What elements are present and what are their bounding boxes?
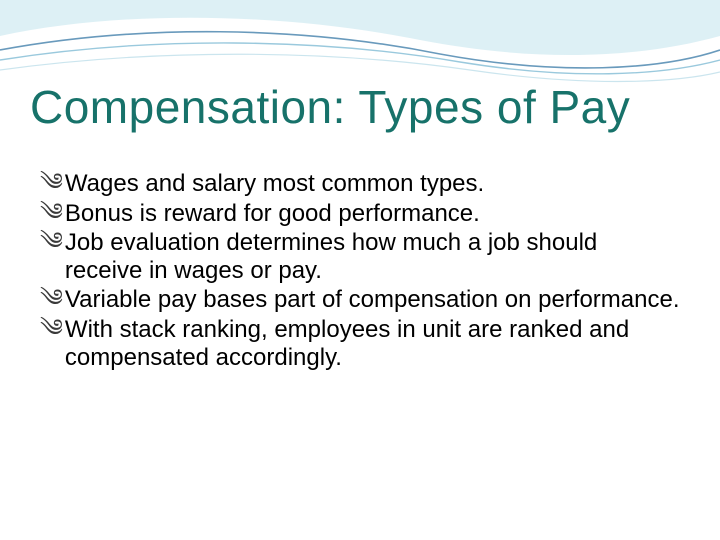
wave-svg [0,0,720,90]
bullet-icon: ༄ [40,200,63,228]
bullet-icon: ༄ [40,229,63,257]
bullet-icon: ༄ [40,316,63,344]
list-item-text: Variable pay bases part of compensation … [65,286,680,314]
decorative-wave [0,0,720,90]
list-item-text: Bonus is reward for good performance. [65,200,680,228]
list-item: ༄ Bonus is reward for good performance. [40,200,680,228]
list-item-text: With stack ranking, employees in unit ar… [65,316,680,371]
bullet-list: ༄ Wages and salary most common types. ༄ … [40,170,680,373]
list-item-text: Job evaluation determines how much a job… [65,229,680,284]
list-item: ༄ Variable pay bases part of compensatio… [40,286,680,314]
slide-title: Compensation: Types of Pay [30,80,690,134]
list-item-text: Wages and salary most common types. [65,170,680,198]
list-item: ༄ Job evaluation determines how much a j… [40,229,680,284]
bullet-icon: ༄ [40,286,63,314]
list-item: ༄ Wages and salary most common types. [40,170,680,198]
list-item: ༄ With stack ranking, employees in unit … [40,316,680,371]
bullet-icon: ༄ [40,170,63,198]
